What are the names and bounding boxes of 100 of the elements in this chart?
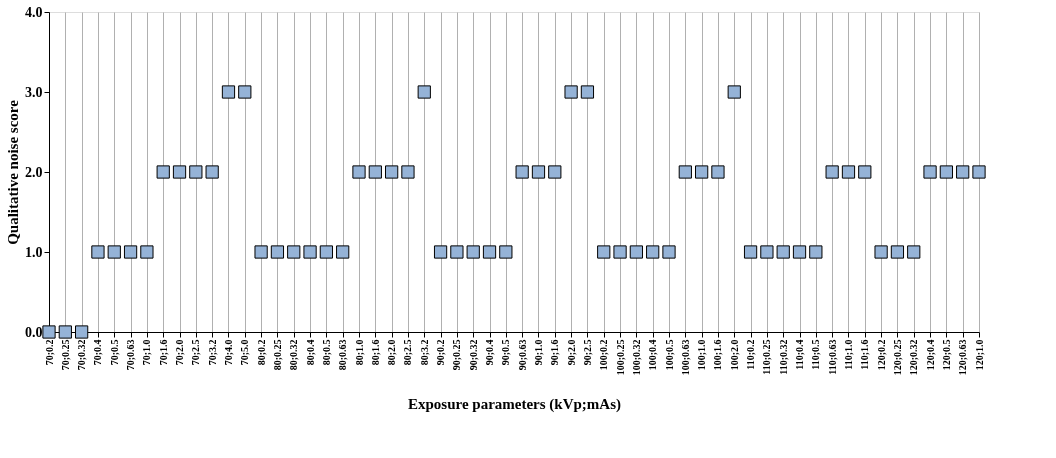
x-tick-label: 80;0.25: [271, 339, 283, 371]
point: [58, 325, 72, 339]
x-tick-label: 70;0.5: [108, 339, 120, 366]
x-tick-label: 110;1.6: [859, 339, 871, 370]
x-tick-label: 100;1.0: [696, 339, 708, 371]
x-tick-label: 120;0.2: [875, 339, 887, 371]
point: [466, 245, 480, 259]
point: [172, 165, 187, 179]
x-tick-label: 70;0.4: [92, 339, 104, 366]
x-tick-label: 100;0.25: [614, 339, 626, 376]
point: [564, 85, 578, 99]
point: [727, 85, 741, 99]
point: [662, 245, 676, 259]
x-tick-label: 70;3.2: [206, 339, 218, 366]
y-tick-label: 4.0: [25, 4, 43, 20]
x-tick-label: 100;1.6: [712, 339, 724, 371]
point: [221, 85, 236, 99]
point: [597, 245, 611, 259]
point: [352, 165, 366, 179]
point: [189, 165, 203, 179]
x-tick-label: 90;1.6: [549, 339, 561, 366]
x-tick-label: 120;1.0: [973, 339, 985, 371]
point: [939, 165, 953, 179]
x-tick-label: 120;0.4: [924, 339, 936, 371]
x-tick-label: 100;0.5: [663, 339, 675, 371]
x-tick-label: 110;0.63: [826, 339, 838, 375]
point: [336, 245, 350, 259]
point: [907, 245, 921, 259]
y-tick-label: 2.0: [25, 164, 43, 180]
y-tick-label: 1.0: [25, 244, 43, 260]
point: [890, 245, 905, 259]
point: [107, 245, 121, 259]
x-tick-label: 110;0.25: [761, 339, 773, 375]
point: [303, 245, 317, 259]
point: [695, 165, 709, 179]
point: [792, 245, 807, 259]
point: [401, 165, 415, 179]
point: [874, 245, 888, 259]
point: [270, 245, 285, 259]
point: [646, 245, 660, 259]
x-tick-label: 70;0.32: [76, 339, 88, 371]
x-tick-label: 80;1.6: [369, 339, 381, 366]
point: [629, 245, 643, 259]
x-tick-label: 120;0.63: [957, 339, 969, 376]
x-tick-label: 120;0.5: [940, 339, 952, 371]
x-tick-label: 70;2.0: [174, 339, 186, 366]
x-tick-label: 90;0.32: [467, 339, 479, 371]
point: [743, 245, 758, 259]
point: [678, 165, 692, 179]
x-tick-label: 90;1.0: [532, 339, 544, 366]
point: [841, 165, 856, 179]
point: [548, 165, 562, 179]
y-axis-title: Qualitative noise score: [5, 99, 21, 245]
x-tick-label: 90;0.63: [516, 339, 528, 371]
point: [499, 245, 513, 259]
x-tick-label: 70;0.63: [125, 339, 137, 371]
x-tick-label: 80;0.32: [288, 339, 300, 371]
x-tick-label: 80;0.5: [320, 339, 332, 366]
point: [123, 245, 138, 259]
x-tick-label: 90;0.25: [451, 339, 463, 371]
x-tick-label: 80;0.4: [304, 339, 316, 366]
x-tick-label: 80;2.5: [402, 339, 414, 366]
point: [711, 165, 725, 179]
point: [858, 165, 872, 179]
point: [450, 245, 464, 259]
point: [287, 245, 301, 259]
x-tick-label: 110;1.0: [842, 339, 854, 370]
point: [42, 325, 56, 339]
x-tick-label: 100;0.32: [630, 339, 642, 376]
point: [825, 165, 839, 179]
x-tick-label: 110;0.4: [794, 339, 806, 370]
point: [205, 165, 219, 179]
point: [254, 245, 268, 259]
point: [515, 165, 529, 179]
x-tick-label: 80;3.2: [418, 339, 430, 366]
point: [482, 245, 497, 259]
x-axis-title: Exposure parameters (kVp;mAs): [407, 396, 622, 414]
x-tick-label: 70;5.0: [239, 339, 251, 366]
x-tick-label: 70;1.0: [141, 339, 153, 366]
x-tick-label: 90;0.4: [484, 339, 496, 366]
x-tick-label: 70;1.6: [157, 339, 169, 366]
x-tick-label: 80;2.0: [386, 339, 398, 366]
x-tick-label: 90;0.2: [435, 339, 447, 366]
x-tick-label: 100;0.4: [647, 339, 659, 371]
x-tick-label: 120;0.32: [908, 339, 920, 376]
point: [319, 245, 333, 259]
x-tick-label: 70;2.5: [190, 339, 202, 366]
y-tick-label: 3.0: [25, 84, 43, 100]
point: [91, 245, 105, 259]
x-tick-label: 80;1.0: [353, 339, 365, 366]
x-tick-label: 70;0.25: [59, 339, 71, 371]
point: [140, 245, 154, 259]
point: [433, 245, 448, 259]
point: [972, 165, 986, 179]
x-tick-label: 100;0.2: [598, 339, 610, 371]
point: [776, 245, 790, 259]
point: [238, 85, 252, 99]
x-tick-label: 70;0.2: [43, 339, 55, 366]
point: [75, 325, 89, 339]
x-tick-label: 100;0.63: [679, 339, 691, 376]
